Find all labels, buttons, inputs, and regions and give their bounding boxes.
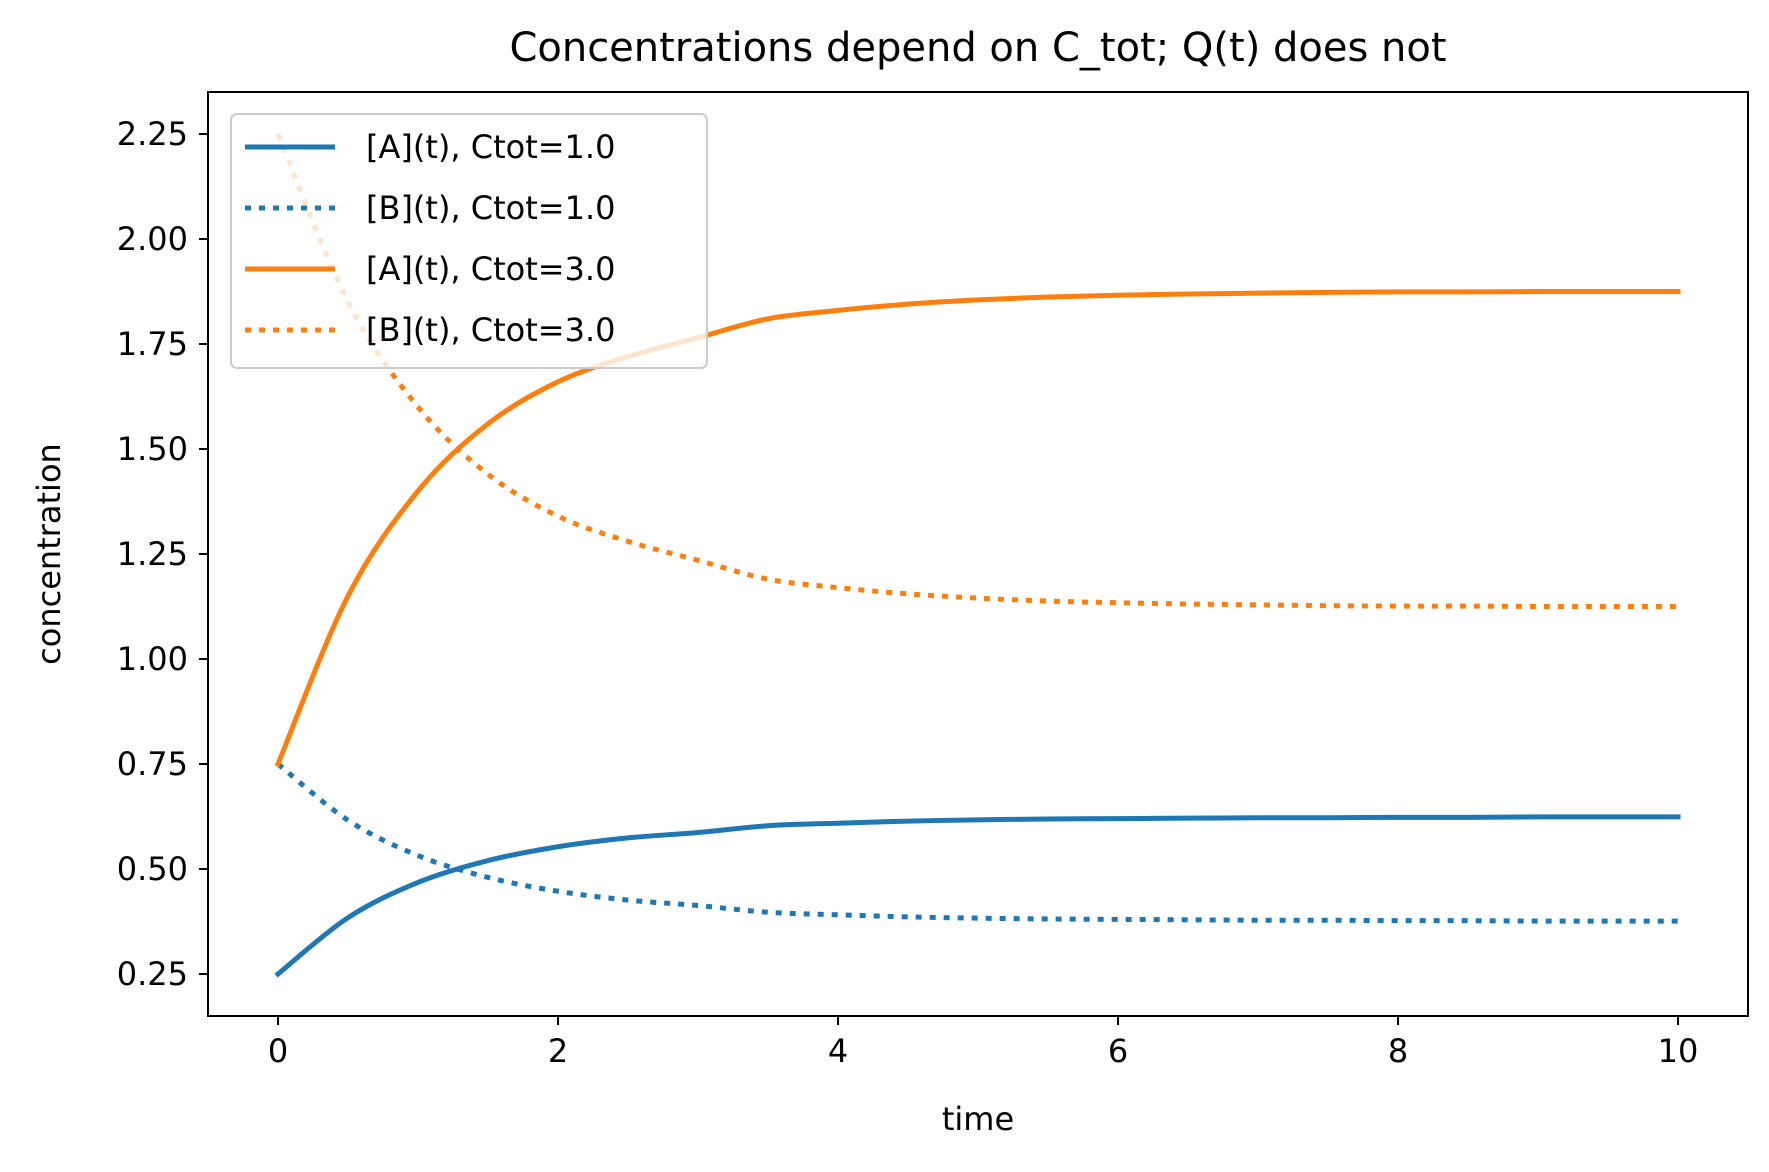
series-line-2	[276, 762, 1678, 924]
y-tick-label: 2.00	[117, 220, 188, 258]
plot-area: 0 2 4 6 8 10 0.25 0.50 0.75 1.00 1.25 1.50 1.75 2.00…	[117, 91, 1749, 1070]
x-tick-label: 0	[268, 1032, 288, 1070]
y-tick-label: 1.00	[117, 640, 188, 678]
y-tick-label: 2.25	[117, 115, 188, 153]
series-line-1	[274, 814, 1681, 978]
legend-label-3: [A](t), Ctot=3.0	[366, 250, 615, 288]
x-tick-label: 6	[1108, 1032, 1128, 1070]
y-tick-label: 1.75	[117, 325, 188, 363]
x-axis: 0 2 4 6 8 10	[268, 1016, 1699, 1070]
y-tick-label: 0.75	[117, 745, 188, 783]
y-tick-label: 0.25	[117, 955, 188, 993]
legend-label-2: [B](t), Ctot=1.0	[366, 189, 616, 227]
legend-box	[230, 113, 708, 369]
x-axis-label: time	[942, 1100, 1014, 1138]
x-tick-label: 10	[1658, 1032, 1699, 1070]
y-tick-label: 1.25	[117, 535, 188, 573]
legend-label-1: [A](t), Ctot=1.0	[366, 128, 615, 166]
chart-title: Concentrations depend on C_tot; Q(t) doe…	[509, 25, 1446, 71]
y-tick-label: 1.50	[117, 430, 188, 468]
x-tick-label: 4	[828, 1032, 848, 1070]
legend-label-4: [B](t), Ctot=3.0	[366, 311, 616, 349]
y-axis-label: concentration	[30, 443, 68, 665]
series-line-3	[274, 288, 1681, 768]
x-tick-label: 8	[1388, 1032, 1408, 1070]
x-tick-label: 2	[548, 1032, 568, 1070]
series-line-4	[275, 133, 1678, 610]
y-axis: 0.25 0.50 0.75 1.00 1.25 1.50 1.75 2.00 2.25	[117, 115, 208, 993]
series-layer	[274, 133, 1681, 978]
y-tick-label: 0.50	[117, 850, 188, 888]
legend-items: [A](t), Ctot=1.0 [B](t), Ctot=1.0 [A](t), …	[245, 128, 616, 349]
legend: [A](t), Ctot=1.0 [B](t), Ctot=1.0 [A](t), …	[230, 113, 708, 369]
